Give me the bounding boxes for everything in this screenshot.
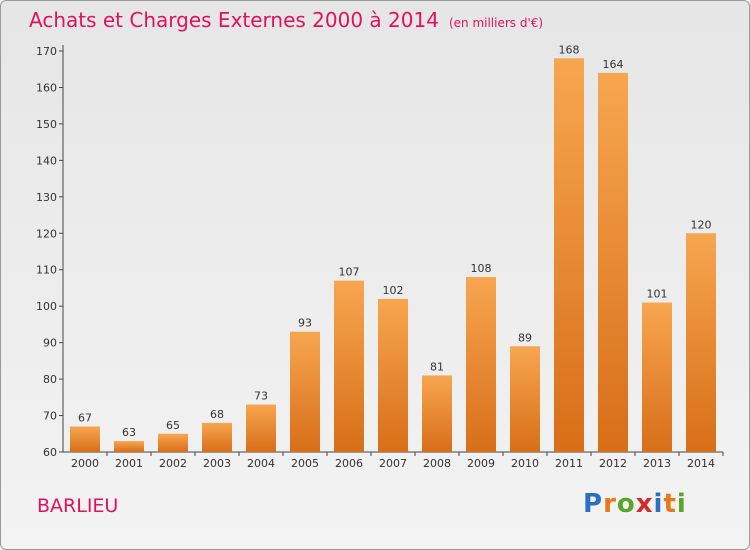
logo-letter: r [603, 489, 617, 519]
logo-letter: P [583, 489, 604, 519]
y-tick-label: 80 [43, 373, 57, 386]
x-tick-label-2013: 2013 [643, 457, 671, 470]
bar-2003 [202, 422, 232, 452]
y-tick-label: 140 [36, 154, 57, 167]
data-label-2006: 107 [339, 266, 360, 279]
bar-2005 [290, 331, 320, 452]
x-tick-label-2006: 2006 [335, 457, 363, 470]
logo-letter: i [676, 489, 687, 519]
x-tick-label-2004: 2004 [247, 457, 275, 470]
data-label-2014: 120 [691, 218, 712, 231]
x-tick-label-2007: 2007 [379, 457, 407, 470]
data-label-2009: 108 [471, 262, 492, 275]
y-tick-label: 100 [36, 300, 57, 313]
data-label-2002: 65 [166, 419, 180, 432]
data-label-2005: 93 [298, 317, 312, 330]
y-tick-label: 170 [36, 45, 57, 58]
y-tick-label: 110 [36, 264, 57, 277]
bar-2001 [114, 441, 144, 452]
y-tick-label: 60 [43, 446, 57, 459]
x-tick-label-2008: 2008 [423, 457, 451, 470]
x-tick-label-2005: 2005 [291, 457, 319, 470]
y-tick-label: 160 [36, 81, 57, 94]
data-label-2010: 89 [518, 331, 532, 344]
data-label-2008: 81 [430, 360, 444, 373]
x-tick-label-2011: 2011 [555, 457, 583, 470]
y-tick-label: 90 [43, 337, 57, 350]
proxiti-logo: Proxiti [583, 489, 687, 519]
x-tick-label-2003: 2003 [203, 457, 231, 470]
data-label-2012: 164 [603, 58, 624, 71]
bar-2009 [466, 277, 496, 452]
y-tick-label: 120 [36, 227, 57, 240]
bar-2010 [510, 346, 540, 452]
data-label-2004: 73 [254, 390, 268, 403]
data-label-2000: 67 [78, 411, 92, 424]
logo-letter: t [663, 489, 677, 519]
chart-unit: (en milliers d'€) [448, 16, 544, 30]
data-label-2013: 101 [647, 288, 668, 301]
bar-2013 [642, 302, 672, 452]
x-tick-label-2000: 2000 [71, 457, 99, 470]
x-tick-label-2001: 2001 [115, 457, 143, 470]
bar-2006 [334, 280, 364, 452]
x-tick-label-2014: 2014 [687, 457, 715, 470]
x-tick-label-2010: 2010 [511, 457, 539, 470]
bar-2000 [70, 426, 100, 452]
x-tick-label-2002: 2002 [159, 457, 187, 470]
data-label-2007: 102 [383, 284, 404, 297]
bar-2012 [598, 72, 628, 452]
commune-name: BARLIEU [37, 495, 119, 517]
x-tick-label-2009: 2009 [467, 457, 495, 470]
bar-2004 [246, 404, 276, 452]
bar-2002 [158, 433, 188, 452]
chart-title: Achats et Charges Externes 2000 à 2014 (e… [29, 8, 543, 32]
x-tick-label-2012: 2012 [599, 457, 627, 470]
chart-title-text: Achats et Charges Externes 2000 à 2014 [29, 8, 439, 32]
y-tick-label: 70 [43, 410, 57, 423]
bar-2007 [378, 298, 408, 452]
logo-letter: i [653, 489, 664, 519]
logo-letter: o [616, 489, 636, 519]
logo-letter: x [635, 489, 654, 519]
data-label-2011: 168 [559, 43, 580, 56]
bar-2011 [554, 58, 584, 453]
data-label-2001: 63 [122, 426, 136, 439]
bar-2008 [422, 375, 452, 452]
y-tick-label: 150 [36, 118, 57, 131]
data-label-2003: 68 [210, 408, 224, 421]
bar-2014 [686, 233, 716, 452]
y-tick-label: 130 [36, 191, 57, 204]
